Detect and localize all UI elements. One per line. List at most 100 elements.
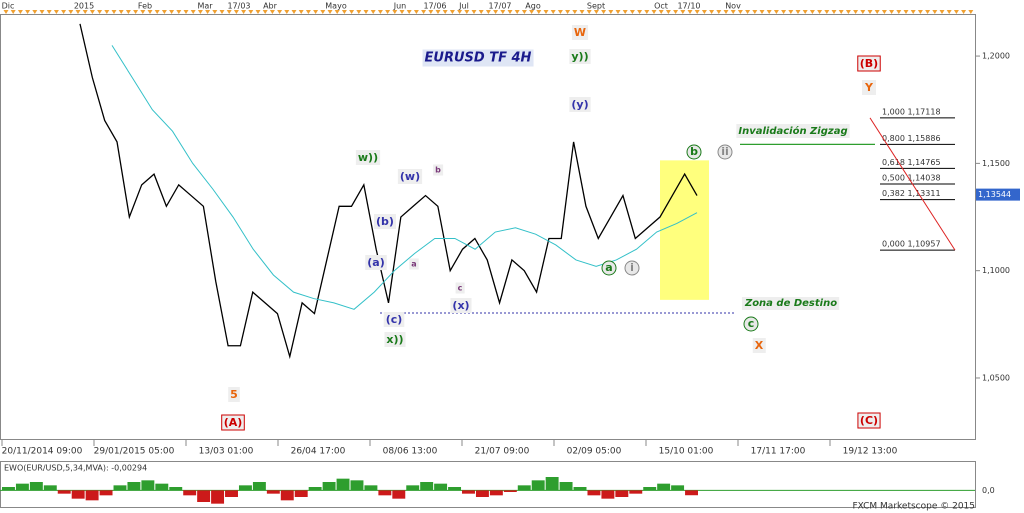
ewo-bar — [601, 490, 615, 499]
period-marker — [363, 10, 369, 14]
top-date-label: Mar — [197, 2, 213, 11]
period-marker — [701, 10, 707, 14]
ewo-bar — [615, 490, 629, 497]
period-marker — [291, 10, 297, 14]
period-marker — [536, 10, 542, 14]
ewo-bar — [280, 490, 294, 501]
period-marker — [334, 10, 340, 14]
annotation: (w) — [397, 169, 423, 184]
period-marker — [550, 10, 556, 14]
period-marker — [212, 10, 218, 14]
annotation: c — [743, 316, 759, 332]
ewo-bar — [57, 490, 71, 494]
y-tick-label: 1,2000 — [982, 52, 1010, 61]
annotation: x)) — [384, 332, 406, 347]
top-date-label: 17/06 — [423, 2, 446, 11]
fib-label: 0,382 1,13311 — [882, 189, 941, 198]
period-marker — [32, 10, 38, 14]
annotation-circle — [686, 144, 702, 160]
period-marker — [161, 10, 167, 14]
period-marker — [320, 10, 326, 14]
period-marker — [46, 10, 52, 14]
period-marker — [17, 10, 23, 14]
x-tick-label: 29/01/2015 05:00 — [94, 447, 175, 457]
annotation-box — [383, 312, 405, 327]
footer: FXCM Marketscope © 2015 — [852, 502, 975, 512]
ewo-bar — [71, 490, 85, 499]
ewo-bar — [308, 487, 322, 491]
period-marker — [838, 10, 844, 14]
period-marker — [471, 10, 477, 14]
fib-label: 1,000 1,17118 — [882, 107, 941, 116]
y-tick-label: 1,1000 — [982, 266, 1010, 275]
annotation-box — [433, 164, 444, 176]
ewo-bar — [85, 490, 99, 501]
indicator-frame — [0, 461, 976, 508]
period-marker — [392, 10, 398, 14]
top-date-label: Oct — [654, 2, 668, 11]
ewo-bar — [169, 487, 183, 491]
period-marker — [939, 10, 945, 14]
annotation-text: (a) — [367, 256, 384, 269]
period-marker — [197, 10, 203, 14]
annotation-text: a — [411, 260, 416, 269]
period-marker — [169, 10, 175, 14]
annotation-text: x)) — [386, 333, 403, 346]
annotation-box — [569, 49, 591, 64]
annotation-box — [384, 332, 406, 347]
period-marker — [305, 10, 311, 14]
period-marker — [593, 10, 599, 14]
ewo-bar — [406, 485, 420, 491]
annotation-text: b — [435, 166, 441, 175]
period-marker — [313, 10, 319, 14]
ewo-bar — [266, 490, 280, 494]
x-tick-label: 13/03 01:00 — [199, 447, 254, 457]
annotation-text: X — [755, 339, 764, 352]
annotation: X — [752, 338, 766, 353]
annotation: Zona de Destino — [741, 297, 840, 310]
period-marker — [781, 10, 787, 14]
annotation: Invalidación Zigzag — [736, 124, 850, 138]
annotation-box — [857, 412, 881, 429]
period-marker — [925, 10, 931, 14]
period-marker — [752, 10, 758, 14]
period-marker — [601, 10, 607, 14]
period-marker — [3, 10, 9, 14]
annotation: (B) — [857, 55, 881, 72]
period-marker — [493, 10, 499, 14]
ewo-bar — [392, 490, 406, 499]
fib-label: 0,800 1,15886 — [882, 134, 941, 143]
annotation-box — [752, 338, 766, 353]
ewo-bar — [671, 485, 685, 491]
annotation: a — [601, 260, 617, 276]
period-marker — [514, 10, 520, 14]
annotation-box — [221, 414, 245, 431]
annotation-box — [374, 214, 396, 229]
annotation: b — [433, 164, 444, 176]
period-marker — [277, 10, 283, 14]
period-marker — [10, 10, 16, 14]
ewo-bar — [183, 490, 197, 496]
ewo-bar — [322, 482, 336, 491]
ewo-bar — [211, 490, 225, 504]
period-marker — [788, 10, 794, 14]
ewo-bar — [238, 485, 252, 491]
period-marker — [75, 10, 81, 14]
indicator-title: EWO(EUR/USD,5,34,MVA): -0,00294 — [4, 464, 147, 473]
annotation-text: b — [690, 145, 698, 158]
annotation-text: (c) — [386, 313, 403, 326]
ewo-bar — [685, 490, 698, 496]
ewo-bar — [434, 483, 448, 491]
period-marker — [867, 10, 873, 14]
ewo-bar — [378, 490, 392, 496]
period-marker — [716, 10, 722, 14]
period-marker — [961, 10, 967, 14]
period-marker — [824, 10, 830, 14]
top-date-label: Feb — [138, 2, 152, 11]
annotation: 5 — [228, 387, 240, 402]
annotation-text: (A) — [224, 416, 243, 429]
top-date-label: Nov — [725, 2, 741, 11]
period-marker — [795, 10, 801, 14]
period-marker — [889, 10, 895, 14]
